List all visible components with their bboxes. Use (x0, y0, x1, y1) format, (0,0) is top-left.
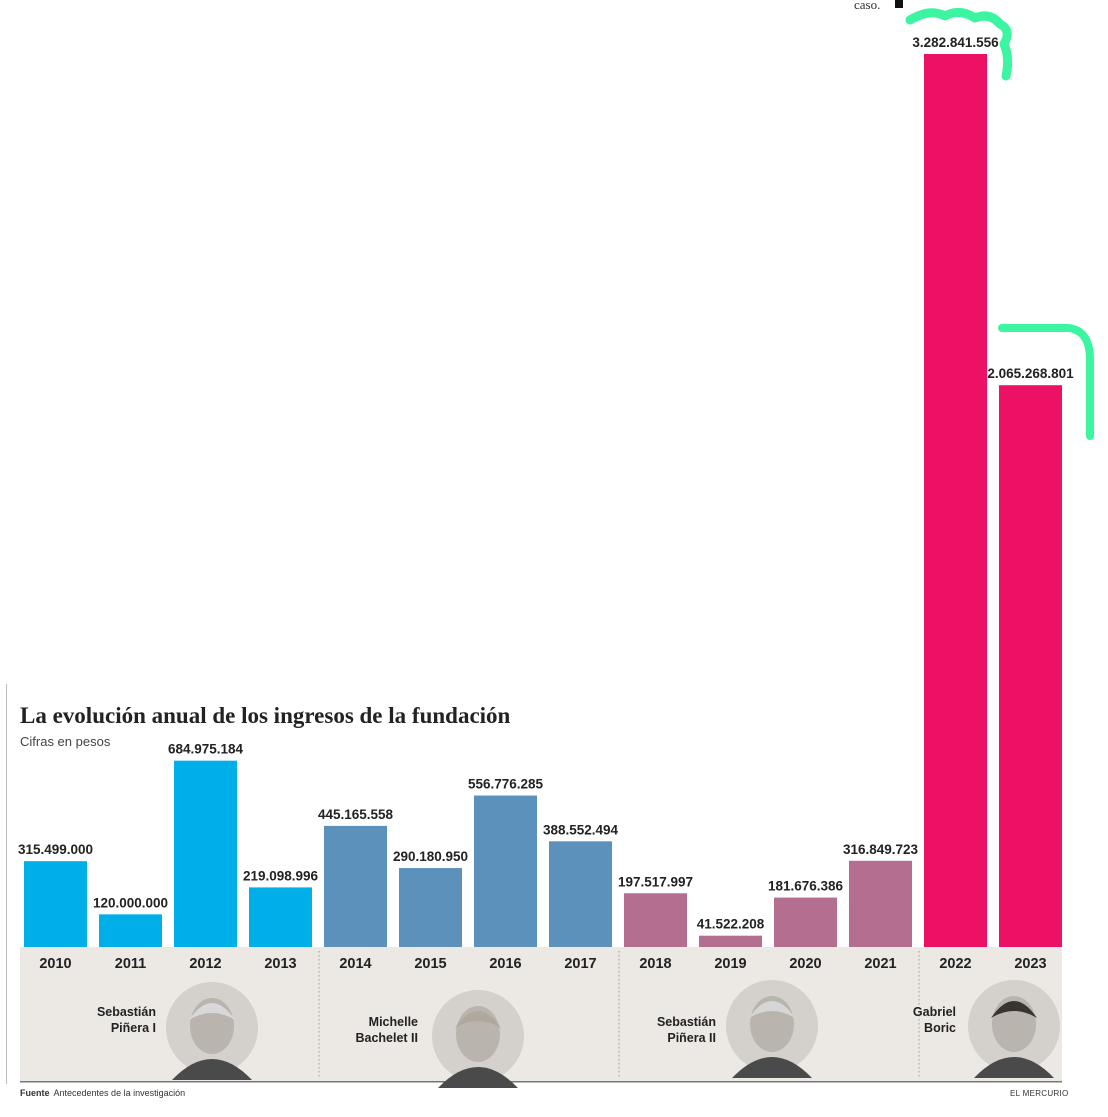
year-label-2020: 2020 (789, 956, 821, 972)
value-label-2011: 120.000.000 (93, 895, 168, 910)
value-label-2015: 290.180.950 (393, 849, 468, 864)
value-label-2023: 2.065.268.801 (987, 366, 1074, 381)
value-label-2014: 445.165.558 (318, 807, 394, 822)
year-label-2012: 2012 (189, 956, 221, 972)
year-label-2017: 2017 (564, 956, 596, 972)
bar-2017 (549, 841, 612, 947)
chart-title: La evolución anual de los ingresos de la… (20, 703, 511, 728)
top-note: caso. (854, 0, 881, 12)
brand-label: EL MERCURIO (1010, 1089, 1069, 1098)
year-label-2011: 2011 (115, 956, 146, 972)
source-label: Fuente (20, 1088, 50, 1098)
portrait-icon (432, 990, 524, 1088)
bar-2014 (324, 825, 387, 947)
president-name-bachelet-2: Michelle Bachelet II (355, 1015, 418, 1045)
portrait-icon (968, 980, 1060, 1078)
portrait-icon (726, 980, 818, 1078)
bar-2023 (999, 385, 1062, 947)
bar-2010 (24, 861, 87, 947)
year-label-2015: 2015 (414, 956, 446, 972)
year-label-2018: 2018 (639, 956, 671, 972)
bar-2018 (624, 893, 687, 947)
value-label-2022: 3.282.841.556 (912, 35, 999, 50)
president-name-pinera-2: Sebastián Piñera II (656, 1015, 716, 1045)
value-label-2020: 181.676.386 (768, 879, 844, 894)
bar-2013 (249, 887, 312, 947)
chart-subtitle: Cifras en pesos (20, 734, 111, 749)
left-border (6, 684, 7, 1084)
year-label-2019: 2019 (714, 956, 746, 972)
value-label-2013: 219.098.996 (243, 868, 319, 883)
value-label-2010: 315.499.000 (18, 842, 93, 857)
bar-2016 (474, 795, 537, 947)
source-note: Fuente Antecedentes de la investigación (20, 1088, 185, 1098)
year-label-2010: 2010 (39, 956, 71, 972)
highlight-stroke (905, 8, 1013, 81)
end-mark-icon (895, 0, 903, 8)
year-label-2016: 2016 (489, 956, 521, 972)
bar-2020 (774, 897, 837, 947)
president-name-pinera-1: Sebastián Piñera I (96, 1005, 156, 1035)
value-label-2016: 556.776.285 (468, 777, 544, 792)
bar-2019 (699, 935, 762, 947)
source-text: Antecedentes de la investigación (53, 1088, 186, 1098)
footer-rule (20, 1081, 1062, 1083)
president-name-boric: Gabriel Boric (912, 1005, 956, 1035)
year-label-2013: 2013 (264, 956, 296, 972)
bar-2021 (849, 860, 912, 947)
year-label-2022: 2022 (939, 956, 971, 972)
bar-2011 (99, 914, 162, 947)
value-label-2012: 684.975.184 (168, 742, 244, 757)
value-label-2017: 388.552.494 (543, 822, 619, 837)
year-label-2014: 2014 (339, 956, 371, 972)
highlight-stroke (998, 324, 1094, 440)
year-label-2021: 2021 (864, 956, 896, 972)
value-label-2021: 316.849.723 (843, 842, 919, 857)
bar-2015 (399, 868, 462, 947)
bar-2012 (174, 760, 237, 947)
portrait-icon (166, 982, 258, 1080)
value-label-2019: 41.522.208 (697, 917, 765, 932)
value-label-2018: 197.517.997 (618, 874, 693, 889)
year-label-2023: 2023 (1014, 956, 1046, 972)
bar-2022 (924, 54, 987, 947)
